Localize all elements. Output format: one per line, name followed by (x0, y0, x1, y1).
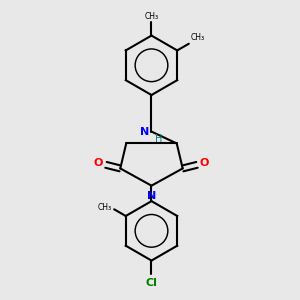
Text: CH₃: CH₃ (190, 33, 204, 42)
Text: O: O (200, 158, 209, 168)
Text: CH₃: CH₃ (98, 203, 112, 212)
Text: CH₃: CH₃ (144, 12, 158, 21)
Text: Cl: Cl (146, 278, 158, 287)
Text: O: O (94, 158, 103, 168)
Text: N: N (140, 127, 150, 136)
Text: H: H (155, 134, 162, 144)
Text: N: N (147, 191, 156, 201)
